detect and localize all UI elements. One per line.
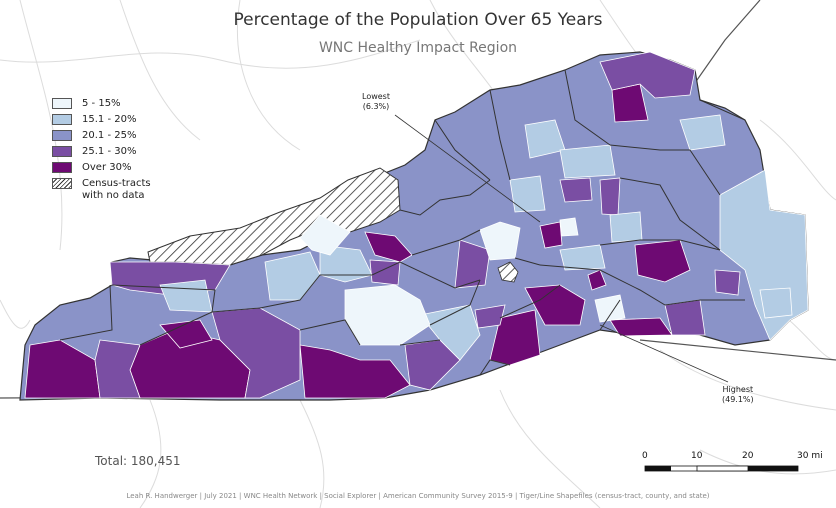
legend-swatch [52, 114, 72, 125]
legend-swatch [52, 146, 72, 157]
legend-swatch-hatch [52, 178, 72, 189]
legend: 5 - 15% 15.1 - 20% 20.1 - 25% 25.1 - 30%… [52, 98, 151, 208]
county-boundaries [59, 69, 746, 376]
legend-label: 5 - 15% [82, 98, 121, 109]
lowest-label: Lowest [362, 92, 390, 101]
map-credit: Leah R. Handwerger | July 2021 | WNC Hea… [126, 492, 710, 500]
legend-label: 25.1 - 30% [82, 146, 137, 157]
legend-item-over-30: Over 30% [52, 162, 151, 178]
no-data-area-small [497, 261, 519, 283]
legend-item-5-15: 5 - 15% [52, 98, 151, 114]
legend-label: 20.1 - 25% [82, 130, 137, 141]
legend-item-25-30: 25.1 - 30% [52, 146, 151, 162]
legend-swatch [52, 130, 72, 141]
scale-tick-20: 20 [742, 451, 754, 461]
legend-no-data-line1: Census-tracts [82, 178, 151, 189]
lowest-value: (6.3%) [362, 102, 390, 111]
scale-bar [644, 465, 799, 472]
legend-label: Over 30% [82, 162, 132, 173]
lowest-callout: Lowest (6.3%) [362, 92, 390, 112]
map-subtitle: WNC Healthy Impact Region [318, 40, 518, 56]
tract-patches [24, 51, 809, 399]
legend-item-20-25: 20.1 - 25% [52, 130, 151, 146]
legend-item-15-20: 15.1 - 20% [52, 114, 151, 130]
total-count: Total: 180,451 [95, 454, 181, 468]
legend-swatch [52, 162, 72, 173]
highest-label: Highest [722, 385, 754, 394]
legend-item-no-data: Census-tracts with no data [52, 178, 151, 208]
map-title: Percentage of the Population Over 65 Yea… [233, 10, 603, 30]
highest-callout-line [599, 324, 729, 383]
scale-tick-10: 10 [691, 451, 703, 461]
legend-no-data-label: Census-tracts with no data [82, 178, 151, 202]
highest-callout: Highest (49.1%) [722, 385, 754, 405]
legend-label: 15.1 - 20% [82, 114, 137, 125]
scale-tick-0: 0 [642, 451, 648, 461]
highest-value: (49.1%) [722, 395, 754, 404]
scale-tick-30: 30 mi [797, 451, 823, 461]
legend-swatch [52, 98, 72, 109]
legend-no-data-line2: with no data [82, 190, 145, 201]
lowest-callout-line [394, 114, 541, 223]
